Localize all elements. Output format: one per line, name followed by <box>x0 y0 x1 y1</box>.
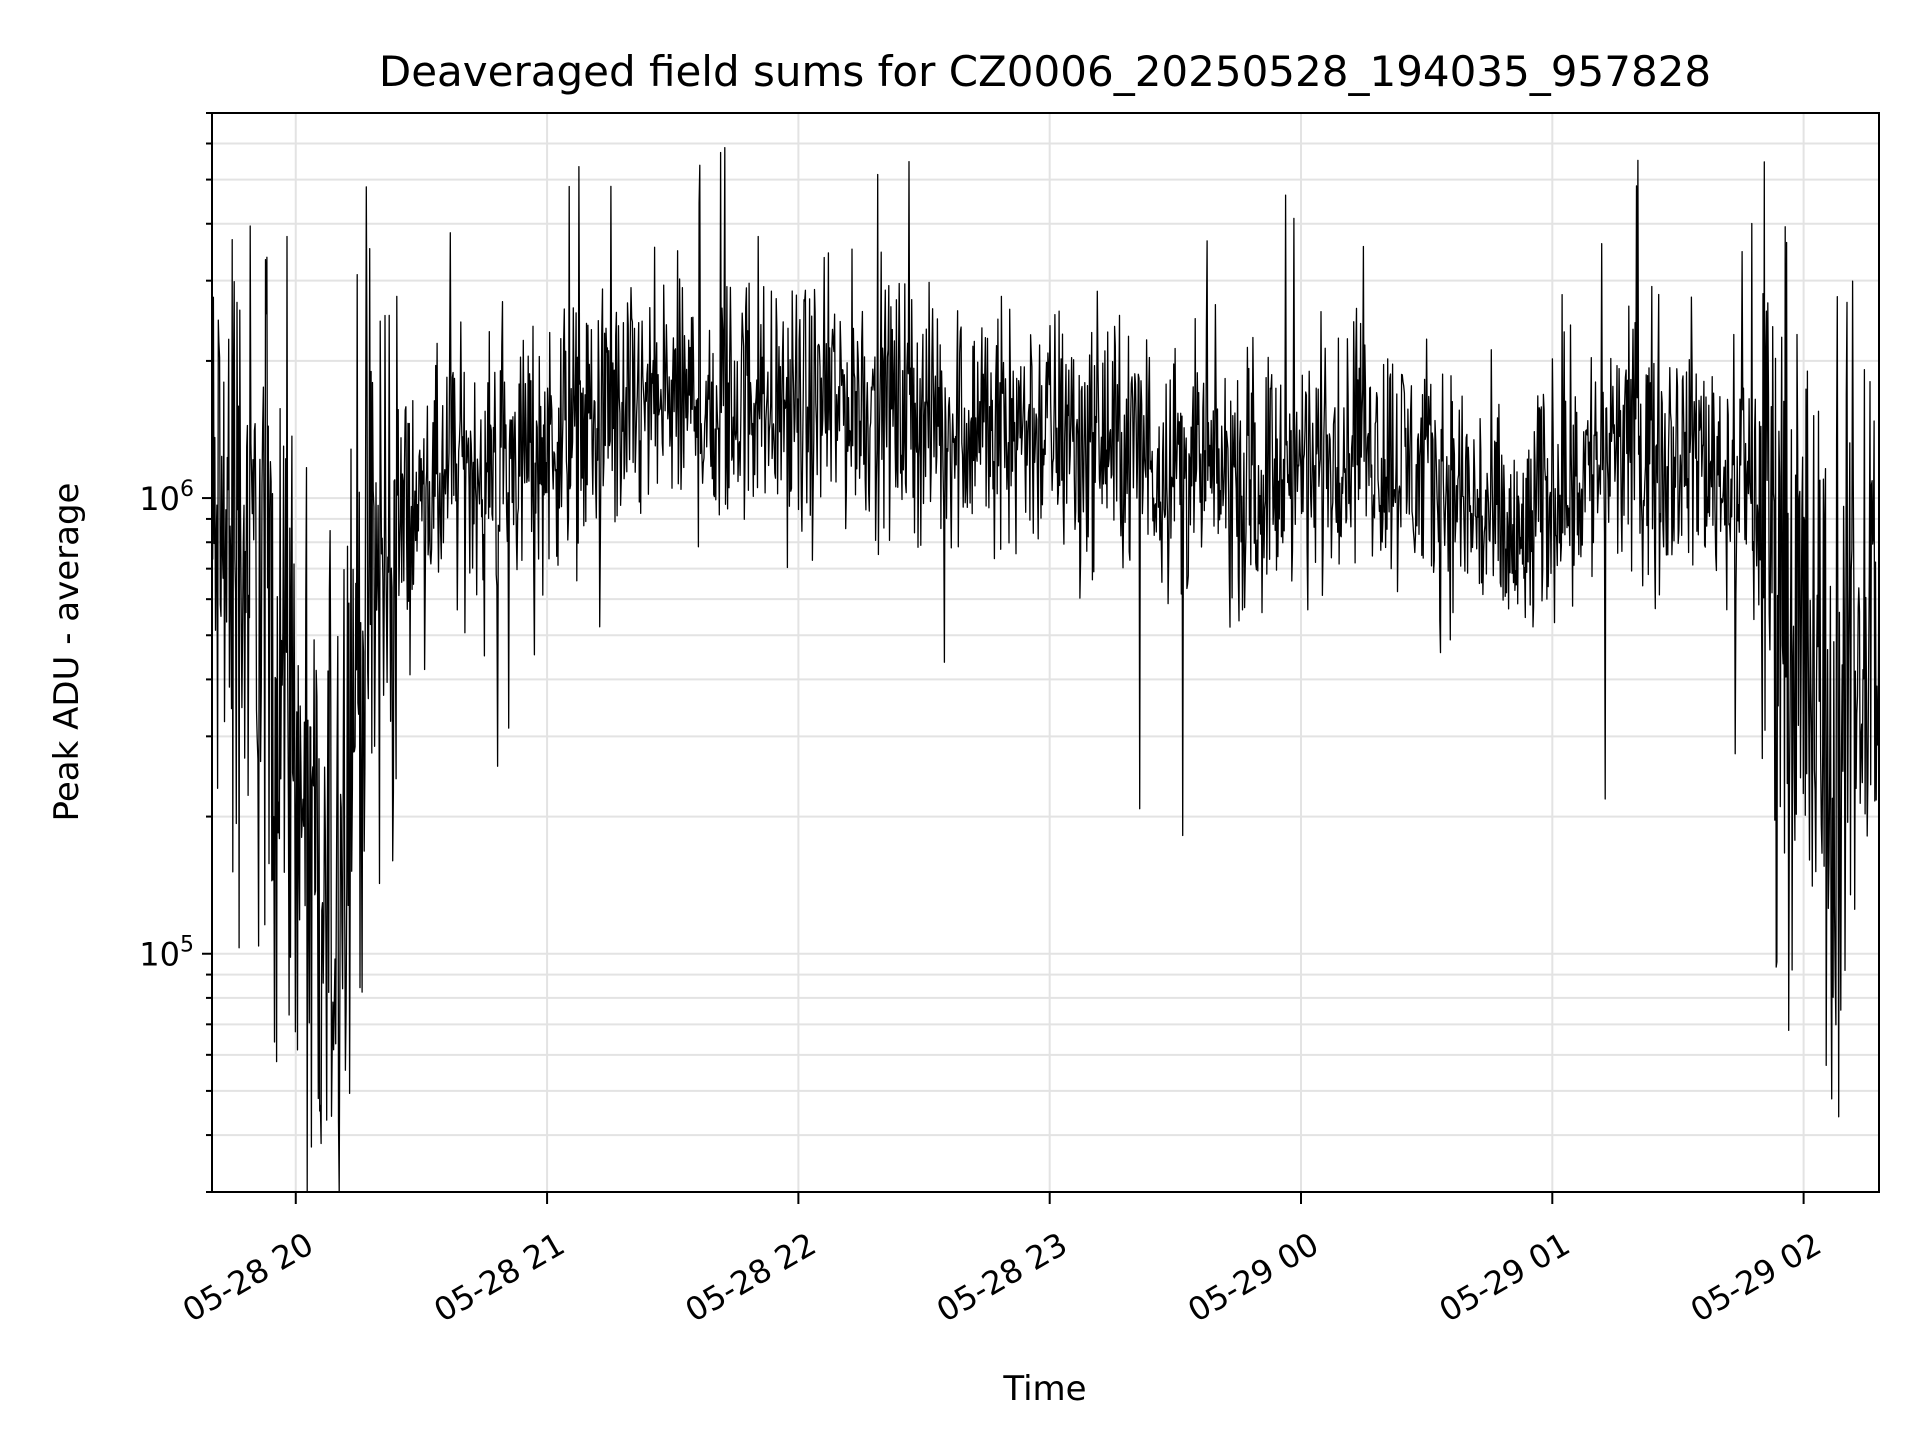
series-group <box>211 146 1880 1193</box>
y-axis: 105 106 <box>139 112 212 1193</box>
series-line <box>211 146 1880 1193</box>
y-tick-label: 105 <box>139 933 194 974</box>
chart-title: Deaveraged field sums for CZ0006_2025052… <box>379 47 1711 96</box>
plot-frame <box>211 112 1880 1193</box>
x-axis-label: Time <box>1002 1369 1086 1409</box>
y-axis-label: Peak ADU - average <box>47 483 87 822</box>
y-tick-label: 106 <box>139 477 194 518</box>
